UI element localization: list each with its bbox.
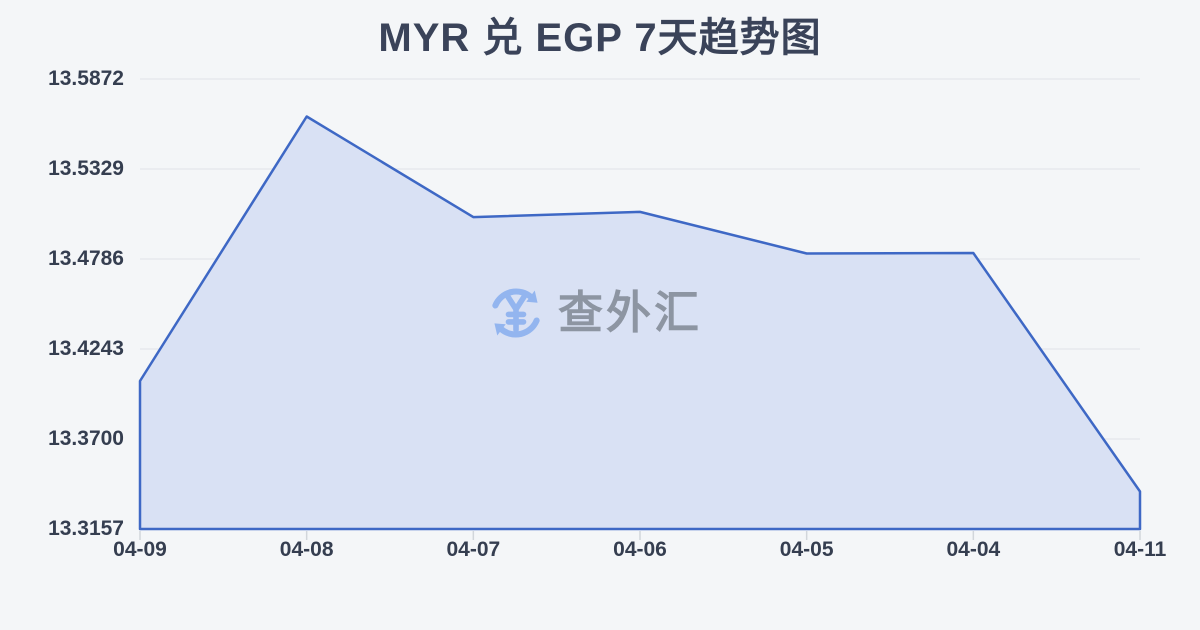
x-axis-label: 04-06: [613, 538, 667, 561]
x-axis-label: 04-11: [1113, 538, 1167, 561]
x-axis-label: 04-09: [113, 538, 167, 561]
x-axis-label: 04-07: [446, 538, 501, 561]
area-series: [138, 115, 1142, 531]
x-axis-label: 04-08: [279, 538, 334, 561]
y-axis-label: 13.5872: [48, 67, 124, 90]
chart-title: MYR 兑 EGP 7天趋势图: [378, 16, 822, 60]
y-axis-label: 13.5329: [48, 157, 124, 180]
x-axis-label: 04-04: [946, 538, 1001, 561]
x-axis-label: 04-05: [779, 538, 834, 561]
y-axis-label: 13.3700: [48, 427, 124, 450]
y-axis-label: 13.4786: [48, 247, 124, 270]
y-axis-label: 13.3157: [48, 517, 124, 540]
currency-exchange-icon: [492, 288, 540, 338]
y-axis-label: 13.4243: [48, 337, 124, 360]
watermark-text: 查外汇: [558, 287, 703, 338]
watermark: 查外汇: [486, 283, 702, 343]
